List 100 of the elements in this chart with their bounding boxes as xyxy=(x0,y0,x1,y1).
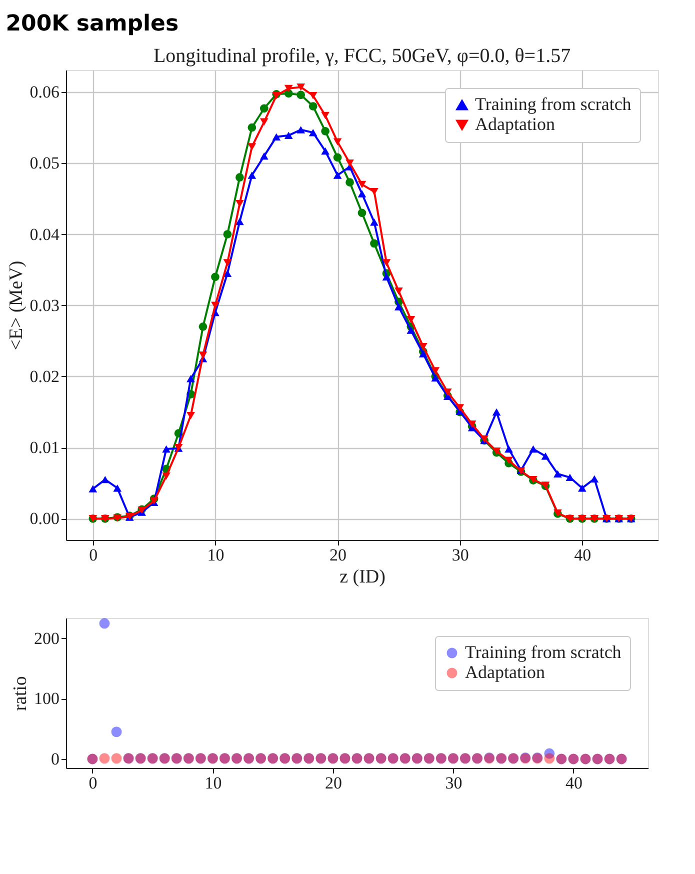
y-tick-label: 0.03 xyxy=(30,296,60,315)
point xyxy=(223,259,232,266)
point xyxy=(346,178,354,187)
point xyxy=(382,273,391,281)
point xyxy=(248,143,256,150)
point xyxy=(468,420,476,428)
point xyxy=(223,230,232,238)
point xyxy=(590,475,599,482)
point xyxy=(431,367,440,374)
y-tick-label: 200 xyxy=(34,628,60,648)
point xyxy=(382,259,391,266)
point xyxy=(284,84,293,92)
point xyxy=(211,302,220,309)
y-tick-label: 100 xyxy=(34,689,60,708)
point xyxy=(162,472,170,480)
point xyxy=(198,352,208,359)
chart-title: Longitudinal profile, γ, FCC, 50GeV, φ=0.0, θ=1.57 xyxy=(153,45,571,67)
x-tick-label: 30 xyxy=(452,546,469,564)
point xyxy=(186,374,195,382)
point xyxy=(321,112,330,120)
point xyxy=(236,218,244,226)
legend-label: Adaptation xyxy=(465,662,545,682)
x-tick-label: 40 xyxy=(565,774,582,792)
point xyxy=(198,322,208,331)
point xyxy=(394,303,403,310)
point xyxy=(236,200,244,208)
point xyxy=(578,484,586,492)
y-tick-label: 0 xyxy=(51,749,60,768)
point xyxy=(504,445,513,453)
point xyxy=(284,132,293,140)
legend-label: Adaptation xyxy=(475,114,555,134)
legend-label: Training from scratch xyxy=(475,94,632,114)
point xyxy=(308,102,318,110)
point xyxy=(296,83,306,91)
x-tick-label: 0 xyxy=(88,774,98,792)
point xyxy=(541,452,550,460)
point xyxy=(321,126,330,136)
point xyxy=(418,350,428,358)
point xyxy=(544,753,555,764)
y-axis-title: ratio xyxy=(10,676,31,711)
y-axis-title: <E> (MeV) xyxy=(6,260,27,350)
point xyxy=(99,618,110,629)
y-tick-label: 0.05 xyxy=(30,154,60,173)
x-tick-label: 30 xyxy=(445,774,462,792)
point xyxy=(406,316,416,324)
point xyxy=(308,92,318,100)
point xyxy=(443,388,452,396)
point xyxy=(358,190,366,198)
x-tick-label: 40 xyxy=(574,546,592,564)
point xyxy=(358,180,366,188)
point xyxy=(272,133,281,140)
point xyxy=(370,239,378,248)
point xyxy=(296,90,306,100)
point xyxy=(370,188,378,196)
x-tick-label: 20 xyxy=(330,546,347,564)
x-tick-label: 10 xyxy=(204,774,222,792)
point xyxy=(504,456,513,464)
x-tick-label: 20 xyxy=(324,774,342,792)
point xyxy=(406,326,416,334)
point xyxy=(111,753,122,764)
point xyxy=(162,445,170,453)
point xyxy=(260,104,268,113)
point xyxy=(100,476,110,484)
point xyxy=(236,173,244,182)
point xyxy=(370,218,378,226)
point xyxy=(88,485,98,492)
y-tick-label: 0.01 xyxy=(30,438,60,458)
y-tick-label: 0.00 xyxy=(30,509,60,528)
point xyxy=(308,128,318,136)
y-tick-label: 0.04 xyxy=(30,224,60,244)
x-tick-label: 0 xyxy=(89,546,98,564)
legend-label: Training from scratch xyxy=(465,642,622,662)
y-tick-label: 0.02 xyxy=(30,366,60,386)
point xyxy=(113,484,122,492)
point xyxy=(186,412,195,420)
x-axis-title: z (ID) xyxy=(340,566,386,588)
y-tick-label: 0.06 xyxy=(30,82,60,102)
point xyxy=(296,126,306,134)
point xyxy=(529,445,538,453)
point xyxy=(248,172,256,179)
text: 200K samples xyxy=(6,12,179,36)
point xyxy=(358,208,366,218)
point xyxy=(492,408,501,416)
point xyxy=(211,272,220,282)
point xyxy=(456,404,464,412)
point xyxy=(260,152,268,160)
point xyxy=(248,123,256,132)
point xyxy=(99,753,110,764)
point xyxy=(223,270,232,277)
point xyxy=(111,726,122,738)
point xyxy=(394,288,403,295)
point xyxy=(321,147,330,155)
x-tick-label: 10 xyxy=(207,546,224,564)
point xyxy=(333,153,342,162)
point xyxy=(333,138,342,146)
point xyxy=(346,160,354,167)
point xyxy=(418,342,428,350)
point xyxy=(333,172,342,179)
point xyxy=(260,118,268,126)
point xyxy=(554,470,562,478)
